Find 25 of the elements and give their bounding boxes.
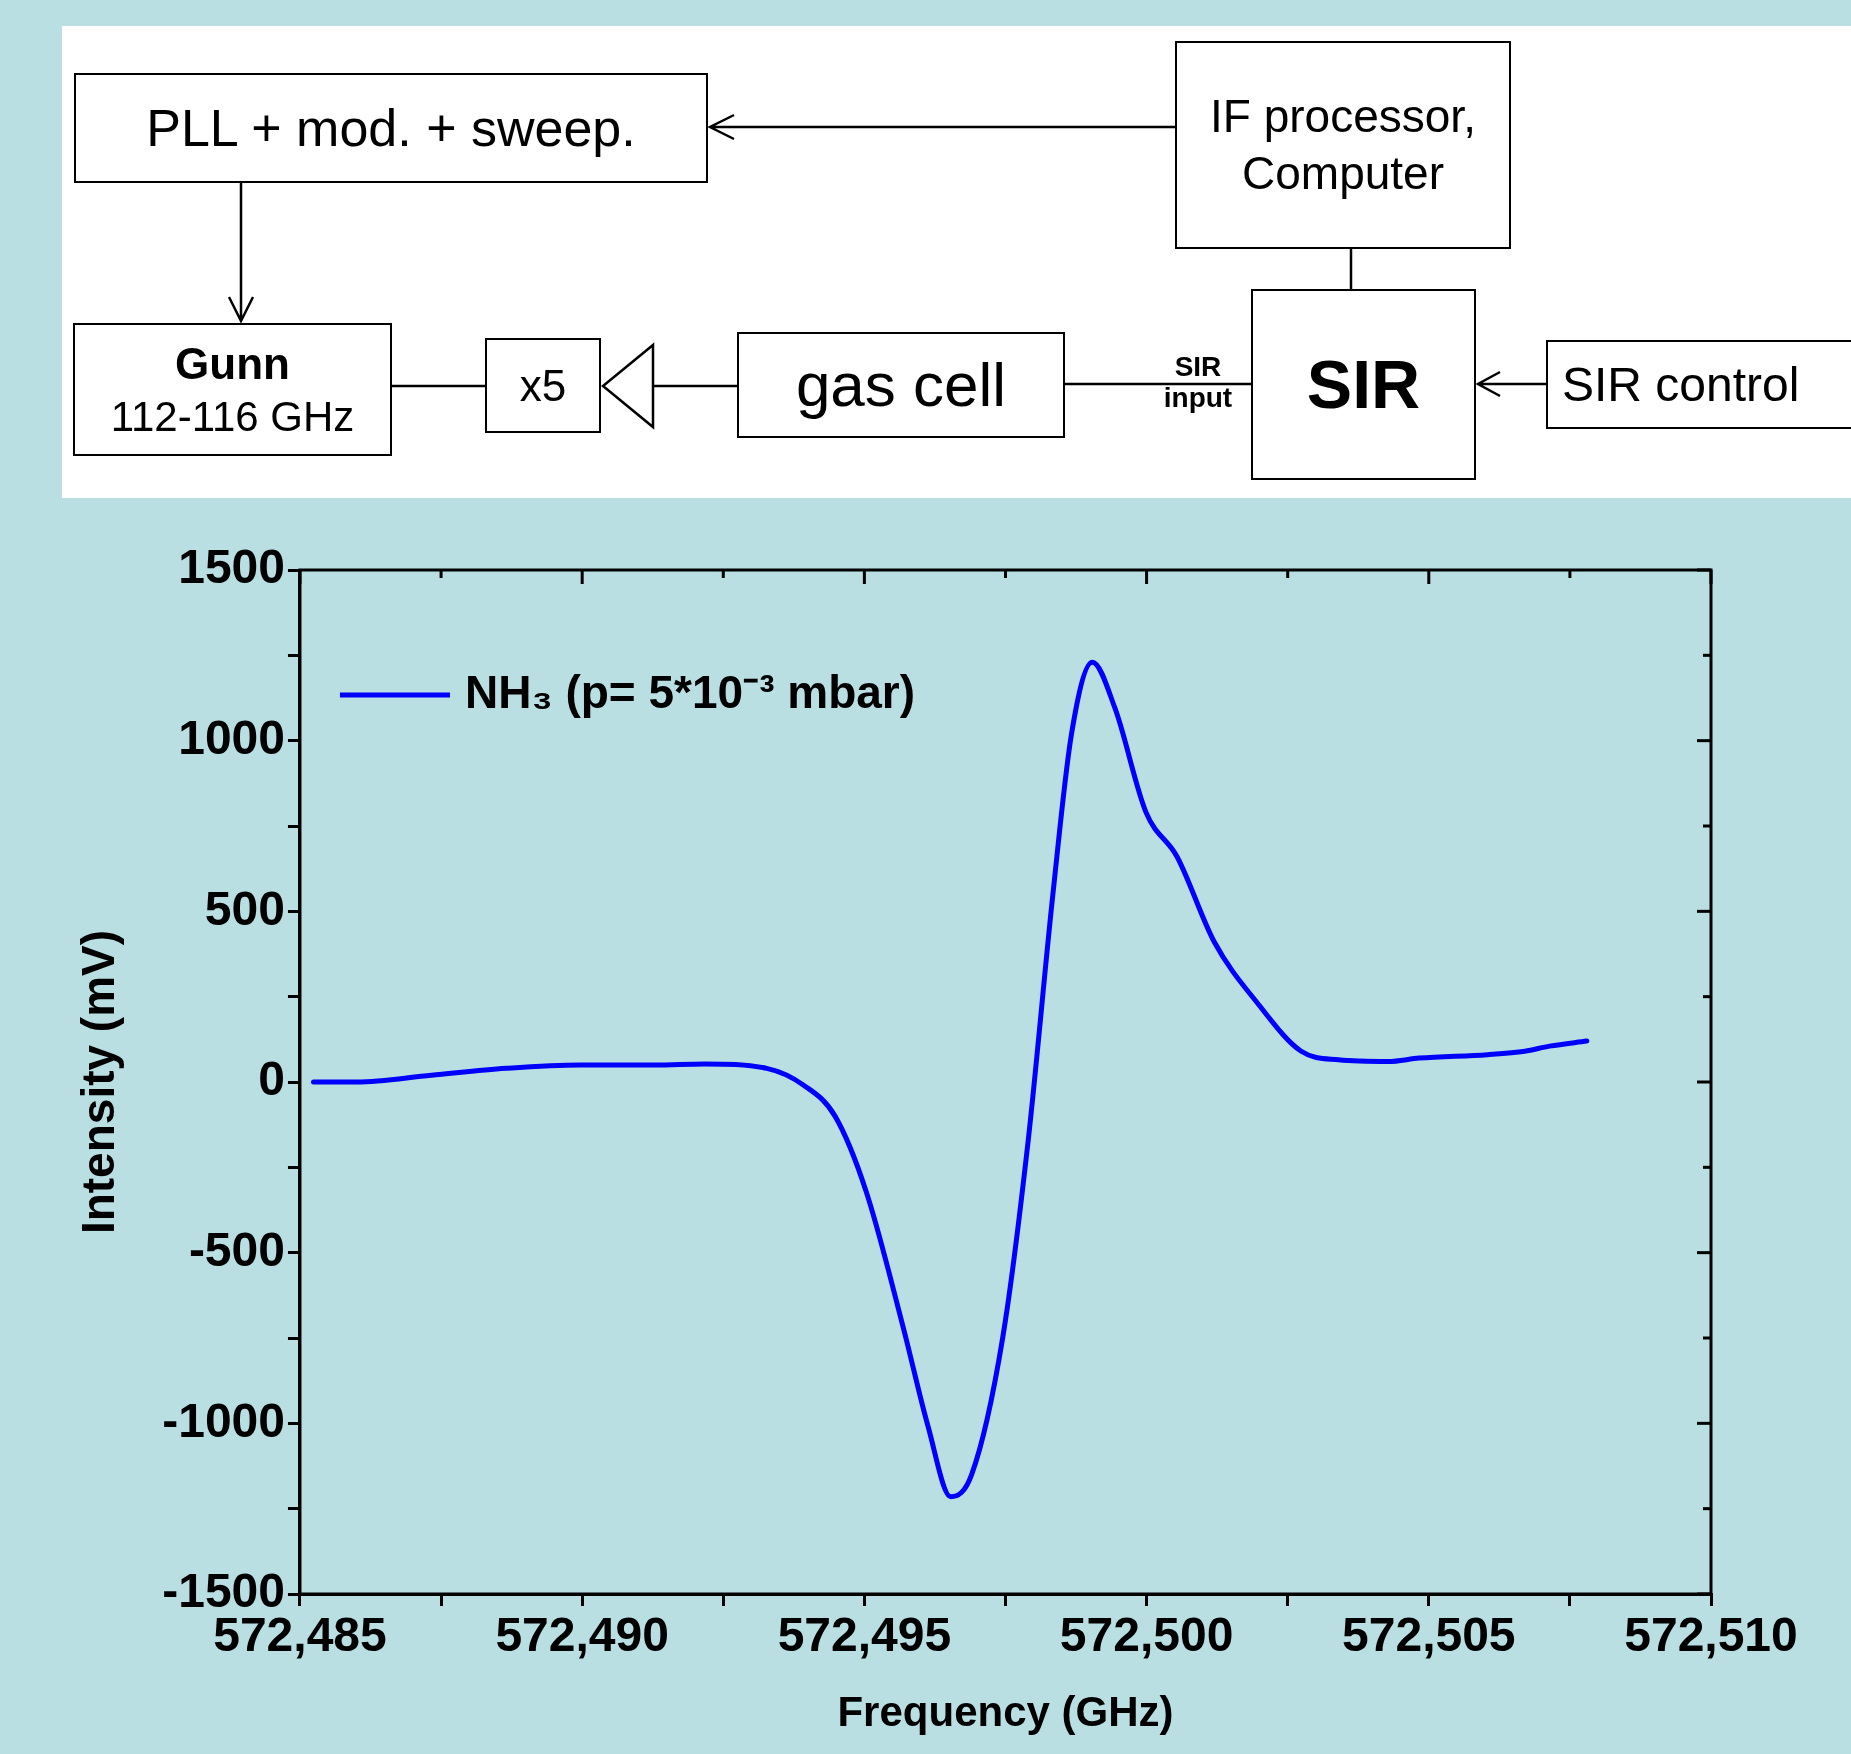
text: SIR <box>1174 351 1222 383</box>
text: Computer <box>1242 146 1444 201</box>
x-tick-label: 572,510 <box>1624 1608 1798 1662</box>
text: SIR <box>1306 345 1421 424</box>
x-tick-label: 572,505 <box>1342 1608 1516 1662</box>
legend-label: NH₃ (p= 5*10⁻³ mbar) <box>464 665 916 718</box>
x-axis-title: Frequency (GHz) <box>837 1688 1174 1736</box>
text: PLL + mod. + sweep. <box>146 97 636 159</box>
y-tick-label: 0 <box>258 1052 285 1106</box>
y-tick-label: -1000 <box>162 1393 285 1447</box>
y-tick-label: 1500 <box>178 540 285 594</box>
x-tick-label: 572,500 <box>1059 1608 1234 1662</box>
y-axis-title: Intensity (mV) <box>72 929 125 1235</box>
y-tick-label: 500 <box>204 881 285 935</box>
y-tick-label: -500 <box>188 1222 285 1276</box>
text: IF processor, <box>1210 88 1476 144</box>
text: 112-116 GHz <box>110 391 355 442</box>
text: input <box>1163 382 1233 414</box>
text: x5 <box>519 360 567 412</box>
text: gas cell <box>795 349 1007 422</box>
y-tick-label: 1000 <box>178 710 285 764</box>
x-tick-label: 572,490 <box>495 1608 669 1662</box>
x-tick-label: 572,495 <box>777 1608 952 1662</box>
text: SIR control <box>1562 356 1800 413</box>
text: Gunn <box>175 337 290 390</box>
